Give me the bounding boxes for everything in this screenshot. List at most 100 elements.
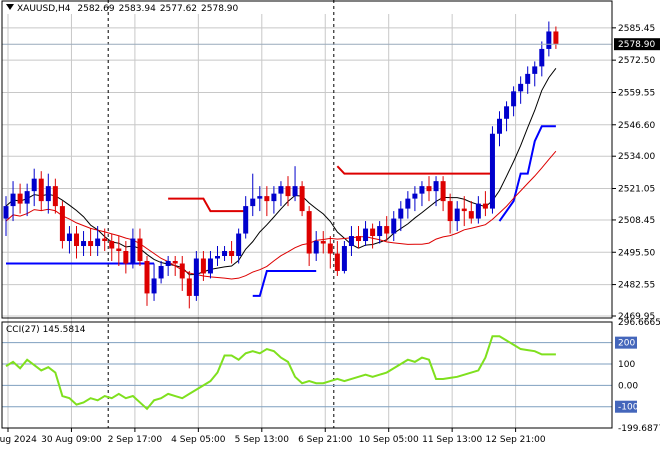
price-tick-label: 2521.05 [618, 185, 655, 195]
cci-level-badge [615, 400, 637, 413]
candle-body [74, 233, 79, 247]
cci-level-badge [615, 336, 637, 349]
candle-body [24, 191, 30, 204]
time-tick-label: 11 Sep 13:00 [422, 435, 482, 445]
candle-body [341, 246, 347, 271]
chart-frame [1, 0, 613, 429]
candle-body [31, 178, 37, 192]
candle-body [539, 48, 545, 67]
price-tick-label: 2469.95 [618, 312, 655, 322]
candle-body [377, 226, 383, 237]
time-tick-label: 2 Sep 17:00 [108, 435, 163, 445]
candle-body [489, 133, 495, 209]
time-tick-label: 29 Aug 2024 [0, 435, 37, 445]
candle-body [17, 193, 23, 204]
price-tick-label: 2572.50 [618, 56, 655, 66]
candle-body [52, 186, 58, 207]
candle-body [504, 106, 510, 119]
candle-body [215, 255, 220, 259]
candle-body [186, 278, 192, 296]
price-tick-label: 2508.45 [618, 216, 655, 226]
time-tick-label: 6 Sep 21:00 [298, 435, 353, 445]
cci-tick-label: -199.6877 [618, 424, 660, 434]
candle-body [363, 228, 369, 242]
candle-body [116, 248, 122, 252]
main-pane-border [1, 0, 613, 319]
candle-body [257, 196, 263, 199]
trail-down-segment [168, 197, 246, 213]
candle-body [348, 236, 354, 247]
candle-body [38, 178, 44, 202]
price-tick-label: 2482.55 [618, 281, 655, 291]
candle-body [405, 198, 411, 209]
candle-body [553, 31, 559, 44]
price-tick-label: 2585.45 [618, 24, 655, 34]
candle-body [271, 193, 277, 202]
candle-body [426, 186, 432, 192]
cci-tick-label: 0.00 [618, 381, 638, 391]
cci-axis: 296.6665 200 100 0.00 -100 -199.6877 [615, 318, 660, 434]
candle-body [546, 31, 552, 49]
candle-body [525, 73, 531, 84]
candle-body [299, 186, 305, 212]
candle-body [384, 226, 390, 234]
time-tick-label: 10 Sep 05:00 [359, 435, 419, 445]
time-tick-label: 4 Sep 05:00 [171, 435, 226, 445]
price-axis: 2585.45 2572.50 2559.55 2546.60 2534.00 2521.… [612, 24, 660, 322]
price-tick-label: 2559.55 [618, 88, 655, 98]
candle-body [200, 258, 206, 274]
candle-body [165, 260, 171, 266]
price-tick-label: 2546.60 [618, 121, 655, 131]
candle-body [109, 241, 115, 249]
time-tick-label: 5 Sep 13:00 [235, 435, 290, 445]
candle-body [320, 241, 326, 244]
candle-body [102, 238, 108, 242]
cci-line [5, 335, 556, 411]
candle-body [229, 251, 235, 256]
trail-down-segment [336, 165, 493, 175]
cci-pane-border [1, 321, 613, 429]
candle-body [419, 186, 425, 194]
cci-value: 145.5814 [42, 325, 86, 335]
price-tick-label: 2534.00 [618, 152, 655, 162]
candle-body [222, 251, 228, 256]
candle-body [370, 228, 376, 237]
open-value: 2582.69 [77, 4, 115, 14]
cci-series-line [5, 335, 556, 411]
candle-body [313, 241, 319, 254]
candle-body [356, 236, 361, 242]
candle-body [497, 118, 502, 134]
cci-tick-label: -100 [618, 403, 639, 413]
candle-body [95, 238, 101, 247]
candle-body [172, 260, 178, 264]
candle-body [10, 193, 16, 207]
candle-body [518, 83, 524, 92]
time-tick-label: 12 Sep 21:00 [486, 435, 546, 445]
candle-body [130, 238, 136, 264]
candle-body [285, 186, 291, 197]
trail-up-segment [498, 125, 556, 222]
candle-body [454, 208, 460, 222]
candle-body [236, 233, 242, 256]
cci-tick-label: 296.6665 [618, 318, 660, 328]
dropdown-triangle-icon[interactable] [6, 4, 14, 10]
candle-body [264, 196, 270, 202]
candle-body [391, 218, 397, 234]
candle-body [193, 258, 199, 296]
candle-body [468, 211, 474, 219]
candle-body [3, 206, 9, 219]
candle-body [482, 203, 488, 209]
candle-body [511, 91, 517, 107]
candle-body [447, 201, 453, 222]
candle-body [461, 208, 467, 212]
candle-body [137, 238, 143, 261]
current-price-label: 2578.90 [618, 40, 655, 50]
candle-body [66, 233, 72, 242]
candle-body [292, 186, 298, 197]
symbol-label: XAUUSD,H4 [17, 4, 71, 14]
time-tick-label: 30 Aug 09:00 [41, 435, 102, 445]
cci-name: CCI(27) [6, 325, 40, 335]
candle-body [45, 186, 51, 202]
candles [3, 21, 559, 309]
